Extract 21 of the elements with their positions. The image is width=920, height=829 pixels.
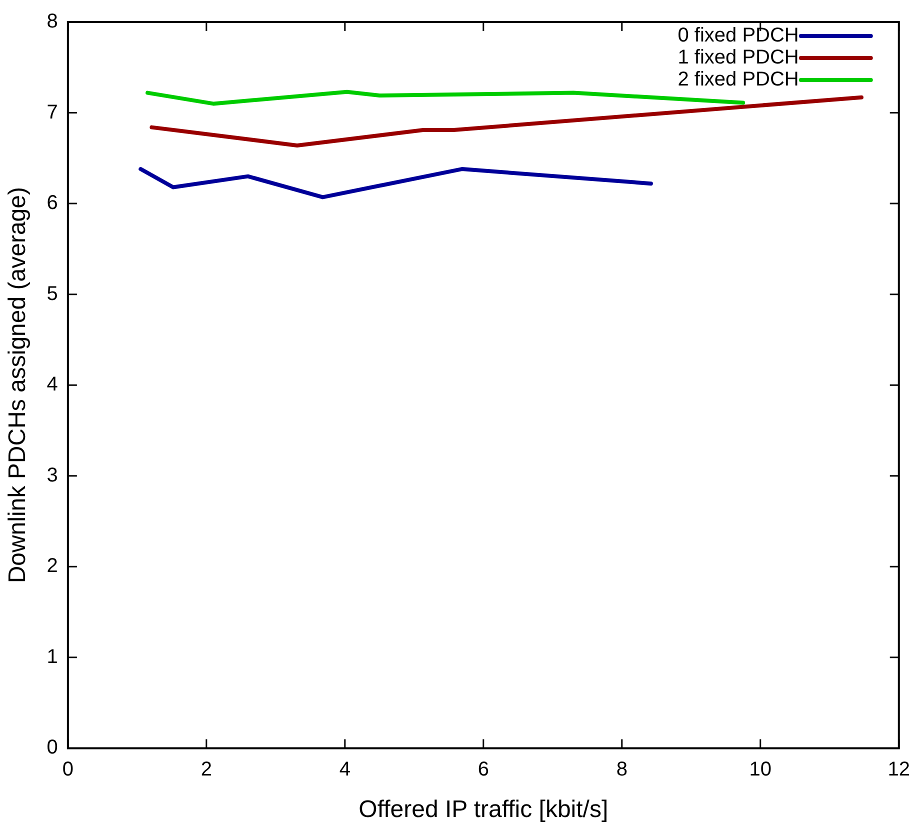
x-axis-title: Offered IP traffic [kbit/s] [358, 796, 608, 824]
legend-label: 2 fixed PDCH [678, 68, 799, 91]
y-tick-label: 4 [46, 374, 58, 396]
x-tick-label: 10 [749, 758, 772, 781]
legend-label: 0 fixed PDCH [678, 24, 799, 47]
y-tick-label: 2 [46, 555, 58, 578]
y-tick-label: 0 [46, 736, 58, 759]
x-tick-label: 2 [200, 758, 212, 781]
y-tick-label: 7 [46, 101, 58, 124]
y-tick-label: 1 [46, 646, 58, 668]
x-tick-label: 12 [888, 758, 910, 781]
legend-label: 1 fixed PDCH [678, 46, 799, 69]
x-tick-label: 0 [62, 758, 74, 781]
x-tick-label: 6 [478, 758, 489, 781]
y-tick-label: 8 [46, 10, 58, 33]
y-tick-label: 5 [46, 282, 58, 305]
y-tick-label: 6 [46, 192, 58, 214]
y-tick-label: 3 [46, 464, 58, 486]
y-axis-title: Downlink PDCHs assigned (average) [4, 187, 32, 584]
x-tick-label: 8 [616, 758, 628, 781]
x-tick-label: 4 [339, 758, 350, 781]
